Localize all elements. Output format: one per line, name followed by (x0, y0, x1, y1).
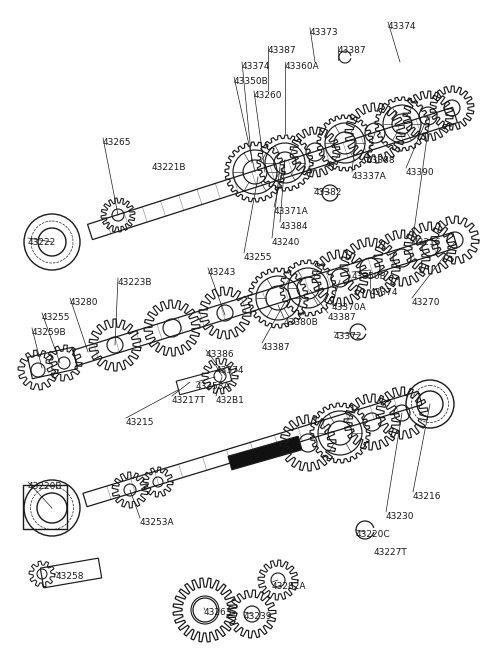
Text: 43380B: 43380B (284, 318, 319, 327)
Text: 43374: 43374 (388, 22, 417, 31)
Text: 43223B: 43223B (118, 278, 153, 287)
Text: 43371A: 43371A (274, 207, 309, 216)
Text: 43372: 43372 (334, 332, 362, 341)
Text: 43350B: 43350B (234, 77, 269, 86)
Text: 43387: 43387 (268, 46, 297, 55)
Text: 43382: 43382 (314, 188, 343, 197)
Text: 43230: 43230 (386, 512, 415, 521)
Text: 43337A: 43337A (352, 172, 387, 181)
Text: 43240: 43240 (272, 238, 300, 247)
Text: 43255: 43255 (42, 313, 71, 322)
Text: 43387: 43387 (262, 343, 290, 352)
Text: 43390: 43390 (406, 168, 434, 177)
Text: 43221B: 43221B (152, 163, 187, 172)
Text: 43259B: 43259B (32, 328, 67, 337)
Text: 43282A: 43282A (272, 582, 307, 591)
Text: 43384: 43384 (280, 222, 309, 231)
Text: 43215: 43215 (126, 418, 155, 427)
Text: 43243: 43243 (208, 268, 236, 277)
Text: 43239: 43239 (244, 612, 273, 621)
Text: 43374: 43374 (242, 62, 271, 71)
Polygon shape (228, 436, 302, 470)
Text: 43216: 43216 (413, 492, 442, 501)
Text: 43253A: 43253A (140, 518, 175, 527)
Text: 43263: 43263 (204, 608, 232, 617)
Text: 43265: 43265 (103, 138, 132, 147)
Text: 43217T: 43217T (172, 396, 206, 405)
Text: 43220C: 43220C (356, 530, 391, 539)
Text: 43350B: 43350B (352, 272, 387, 281)
Text: 43374: 43374 (370, 288, 398, 297)
Text: 43360A: 43360A (285, 62, 320, 71)
Text: 43216: 43216 (413, 238, 442, 247)
Text: 43388: 43388 (367, 156, 396, 165)
Text: 43227T: 43227T (374, 548, 408, 557)
Text: 43374: 43374 (216, 366, 244, 375)
Text: 43258: 43258 (56, 572, 84, 581)
Text: 432B1: 432B1 (216, 396, 245, 405)
Text: 43253A: 43253A (196, 382, 230, 391)
Text: 43270: 43270 (412, 298, 441, 307)
Text: 43387: 43387 (328, 313, 357, 322)
Text: 43260: 43260 (254, 91, 283, 100)
Text: 43222: 43222 (28, 238, 56, 247)
Text: 43220B: 43220B (28, 482, 62, 491)
Text: 43255: 43255 (244, 253, 273, 262)
Text: 43387: 43387 (338, 46, 367, 55)
Text: 43386: 43386 (206, 350, 235, 359)
Text: 43280: 43280 (70, 298, 98, 307)
Text: 43373: 43373 (310, 28, 338, 37)
Text: 43370A: 43370A (332, 303, 367, 312)
